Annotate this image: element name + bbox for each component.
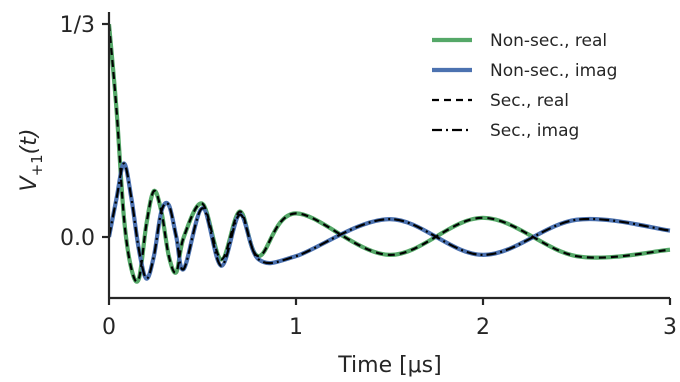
series-layer — [108, 24, 671, 284]
x-ticks: 0 1 2 3 — [102, 298, 677, 340]
y-tick-label-0: 0.0 — [60, 226, 95, 251]
x-tick-label-0: 0 — [102, 315, 116, 340]
x-tick-label-3: 3 — [663, 315, 677, 340]
series-line-2 — [108, 24, 671, 283]
legend-label-2: Sec., real — [490, 91, 569, 111]
y-axis-label-main: V — [17, 174, 42, 191]
y-ticks: 0.0 1/3 — [60, 13, 109, 251]
y-tick-label-1: 1/3 — [60, 13, 95, 38]
x-tick-label-1: 1 — [289, 315, 303, 340]
x-axis-label: Time [μs] — [337, 353, 441, 378]
legend-label-1: Non-sec., imag — [490, 61, 617, 81]
x-tick-label-2: 2 — [476, 315, 490, 340]
series-line-3 — [108, 162, 671, 280]
legend: Non-sec., real Non-sec., imag Sec., real Se… — [432, 31, 617, 141]
y-axis-label-arg: (t) — [17, 129, 42, 155]
y-axis-label: V+1(t) — [17, 129, 46, 192]
series-line-1 — [108, 161, 671, 281]
legend-label-3: Sec., imag — [490, 121, 579, 141]
y-axis-label-sub: +1 — [28, 154, 46, 176]
legend-label-0: Non-sec., real — [490, 31, 607, 51]
